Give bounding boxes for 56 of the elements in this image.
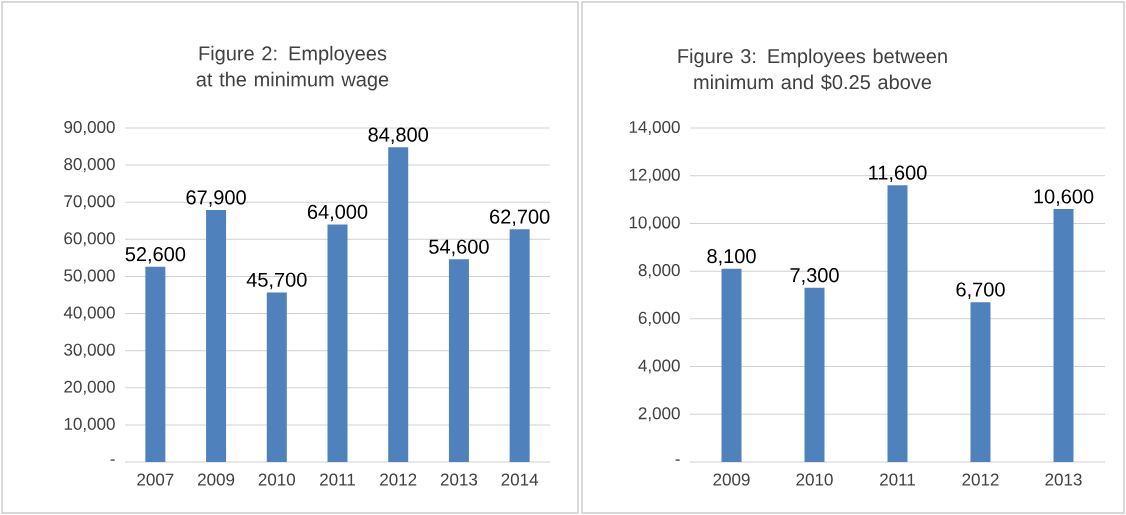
x-tick-label: 2011 <box>320 473 355 486</box>
bar <box>206 210 227 462</box>
y-tick-label: 50,000 <box>64 269 115 284</box>
bar <box>266 292 287 462</box>
bar <box>804 287 825 462</box>
y-tick-label: 12,000 <box>629 168 680 183</box>
bar <box>1053 209 1074 462</box>
x-tick-label: 2013 <box>440 473 478 486</box>
x-tick-label: 2010 <box>258 473 296 486</box>
bar <box>448 259 469 462</box>
y-tick-label: 10,000 <box>629 216 680 231</box>
y-tick-label: 90,000 <box>64 120 115 136</box>
x-tick-label: 2011 <box>880 473 915 486</box>
x-tick-label: 2012 <box>380 473 417 486</box>
y-tick-label: - <box>675 459 680 461</box>
y-tick-label: 4,000 <box>638 359 680 374</box>
data-label: 7,300 <box>790 268 839 285</box>
data-label: 52,600 <box>125 247 186 264</box>
bar <box>509 229 530 462</box>
data-label: 54,600 <box>429 239 489 257</box>
bar <box>327 224 348 462</box>
y-tick-label: 80,000 <box>64 158 115 173</box>
x-tick-label: 2009 <box>198 473 235 486</box>
chart-title: Figure 2: Employees at the minimum wage <box>196 45 389 91</box>
data-label: 84,800 <box>368 127 429 145</box>
data-label: 10,600 <box>1034 189 1094 206</box>
data-label: 6,700 <box>956 282 1005 299</box>
bar <box>388 147 409 462</box>
y-tick-label: 60,000 <box>64 232 115 247</box>
x-tick-label: 2010 <box>796 473 833 486</box>
y-tick-label: 20,000 <box>64 380 115 395</box>
x-tick-label: 2014 <box>501 473 539 486</box>
y-tick-label: 6,000 <box>638 311 680 326</box>
y-tick-label: 70,000 <box>64 195 115 210</box>
chart-title: Figure 3: Employees between minimum and $0.25 above <box>678 48 947 91</box>
y-tick-label: 2,000 <box>638 407 680 422</box>
data-label: 11,600 <box>869 165 927 183</box>
x-tick-label: 2013 <box>1045 473 1082 486</box>
y-tick-label: - <box>110 459 115 461</box>
y-tick-label: 14,000 <box>629 120 680 136</box>
data-label: 8,100 <box>707 249 756 266</box>
y-tick-label: 8,000 <box>638 264 680 279</box>
x-tick-label: 2012 <box>962 473 999 486</box>
y-tick-label: 40,000 <box>63 306 115 321</box>
y-tick-label: 10,000 <box>64 417 115 432</box>
data-label: 45,700 <box>246 272 307 290</box>
bar <box>970 302 991 462</box>
bar <box>721 268 742 462</box>
x-tick-label: 2009 <box>713 473 750 486</box>
bar <box>145 266 166 462</box>
data-label: 67,900 <box>186 190 246 207</box>
data-label: 62,700 <box>490 209 550 227</box>
y-tick-label: 30,000 <box>64 343 115 358</box>
bar <box>887 185 908 462</box>
x-tick-label: 2007 <box>137 473 174 486</box>
data-label: 64,000 <box>307 204 368 222</box>
